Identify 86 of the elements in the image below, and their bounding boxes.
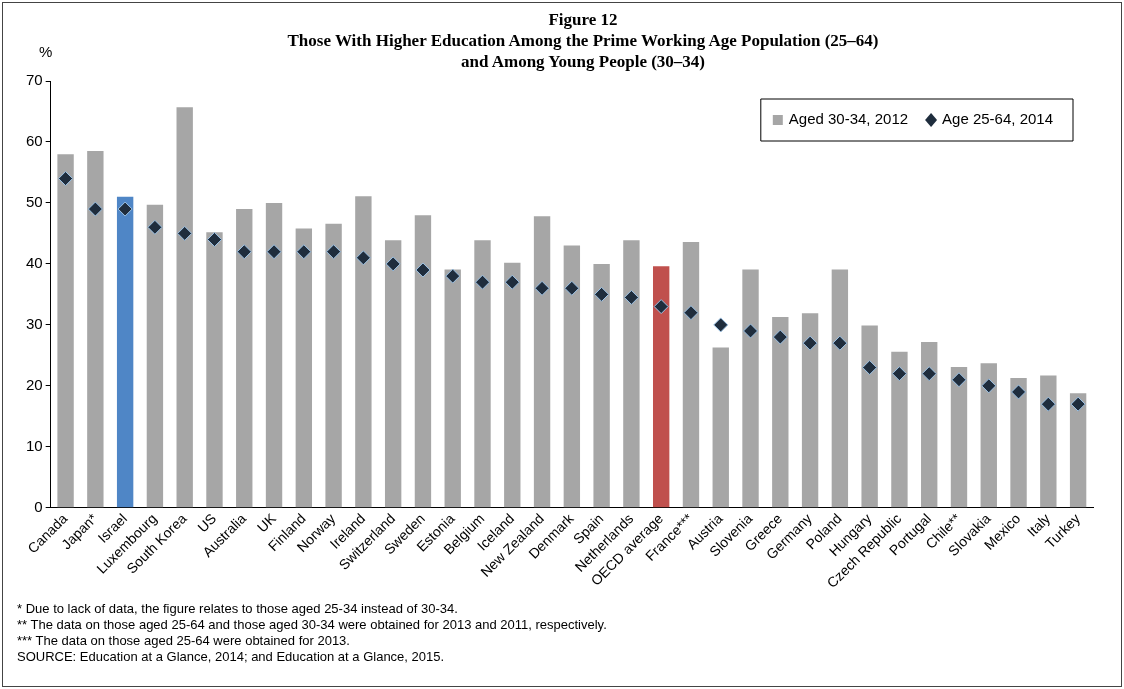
bar [474,240,491,508]
bar [623,240,640,508]
y-tick-label: 40 [26,254,43,272]
bar [355,196,372,508]
point [802,335,818,351]
bar [891,351,908,508]
point [117,201,133,217]
point [683,305,699,321]
bar [652,266,670,508]
legend-label: Aged 30-34, 2012 [788,110,909,128]
y-tick-label: 60 [26,132,43,150]
point [862,360,878,376]
bar [57,154,74,508]
bar [1040,375,1057,508]
bar [980,363,997,508]
text: *** The data on those aged 25-64 were obtained for 2013. [17,633,351,649]
point [504,274,520,290]
y-tick-label: 30 [26,315,43,333]
point [415,262,431,278]
bar [176,107,193,508]
point [772,329,788,345]
point [832,335,848,351]
point [445,268,461,284]
bar [742,269,759,508]
point [921,366,937,382]
bar [563,245,581,508]
bar [593,263,610,508]
point [147,219,163,235]
point [623,289,639,305]
y-tick-label: 0 [34,497,43,515]
chart-title: Figure 12 Those With Higher Education Among the Prime Working Age Population (25–64) and Among Young People (30–34) [286,9,880,72]
point [981,378,997,394]
y-tick-label: 50 [26,193,43,211]
point [594,286,610,302]
point [713,317,729,333]
bar [206,232,223,508]
point [87,201,103,217]
point [1011,384,1027,400]
point [236,244,252,260]
point [653,299,669,315]
point [743,323,759,339]
legend-label: Age 25-64, 2014 [942,110,1054,128]
bar [772,316,789,508]
point [355,250,371,266]
bar [384,240,402,508]
point [296,244,312,260]
point [206,232,222,248]
point [1040,396,1056,412]
point [385,256,401,272]
point [177,225,193,241]
text: ** The data on those aged 25-64 and those aged 30-34 were obtained for 2013 and 2011, respectively. [17,617,607,633]
bar [504,262,521,508]
point [326,244,342,260]
source-note: SOURCE: Education at a Glance, 2014; and Education at a Glance, 2015. [17,649,446,665]
point [951,372,967,388]
bar [1010,377,1027,508]
bar [325,223,342,508]
point [891,366,907,382]
bar [87,151,104,508]
y-tick-label: 10 [26,436,43,454]
bar [444,269,461,508]
bar [831,269,849,508]
bar [950,366,968,508]
bar [682,241,700,508]
point [58,171,74,187]
point [1070,396,1086,412]
bar [712,347,729,508]
bar [1069,393,1087,508]
bar [295,228,313,508]
bar [533,216,551,508]
y-tick-label: 70 [26,71,43,89]
bar [146,204,164,508]
bar [801,313,819,508]
point [475,274,490,290]
point [564,280,580,296]
bar [414,215,432,508]
point [266,244,282,260]
bar [265,202,283,508]
bar [116,196,134,508]
text: * Due to lack of data, the figure relates to those aged 25-34 instead of 30-34. [17,601,459,617]
bar [236,209,253,508]
y-tick-label: 20 [26,375,43,393]
bar [921,341,938,508]
y-axis-title: % [39,43,53,60]
point [534,280,550,296]
bar [861,325,878,508]
